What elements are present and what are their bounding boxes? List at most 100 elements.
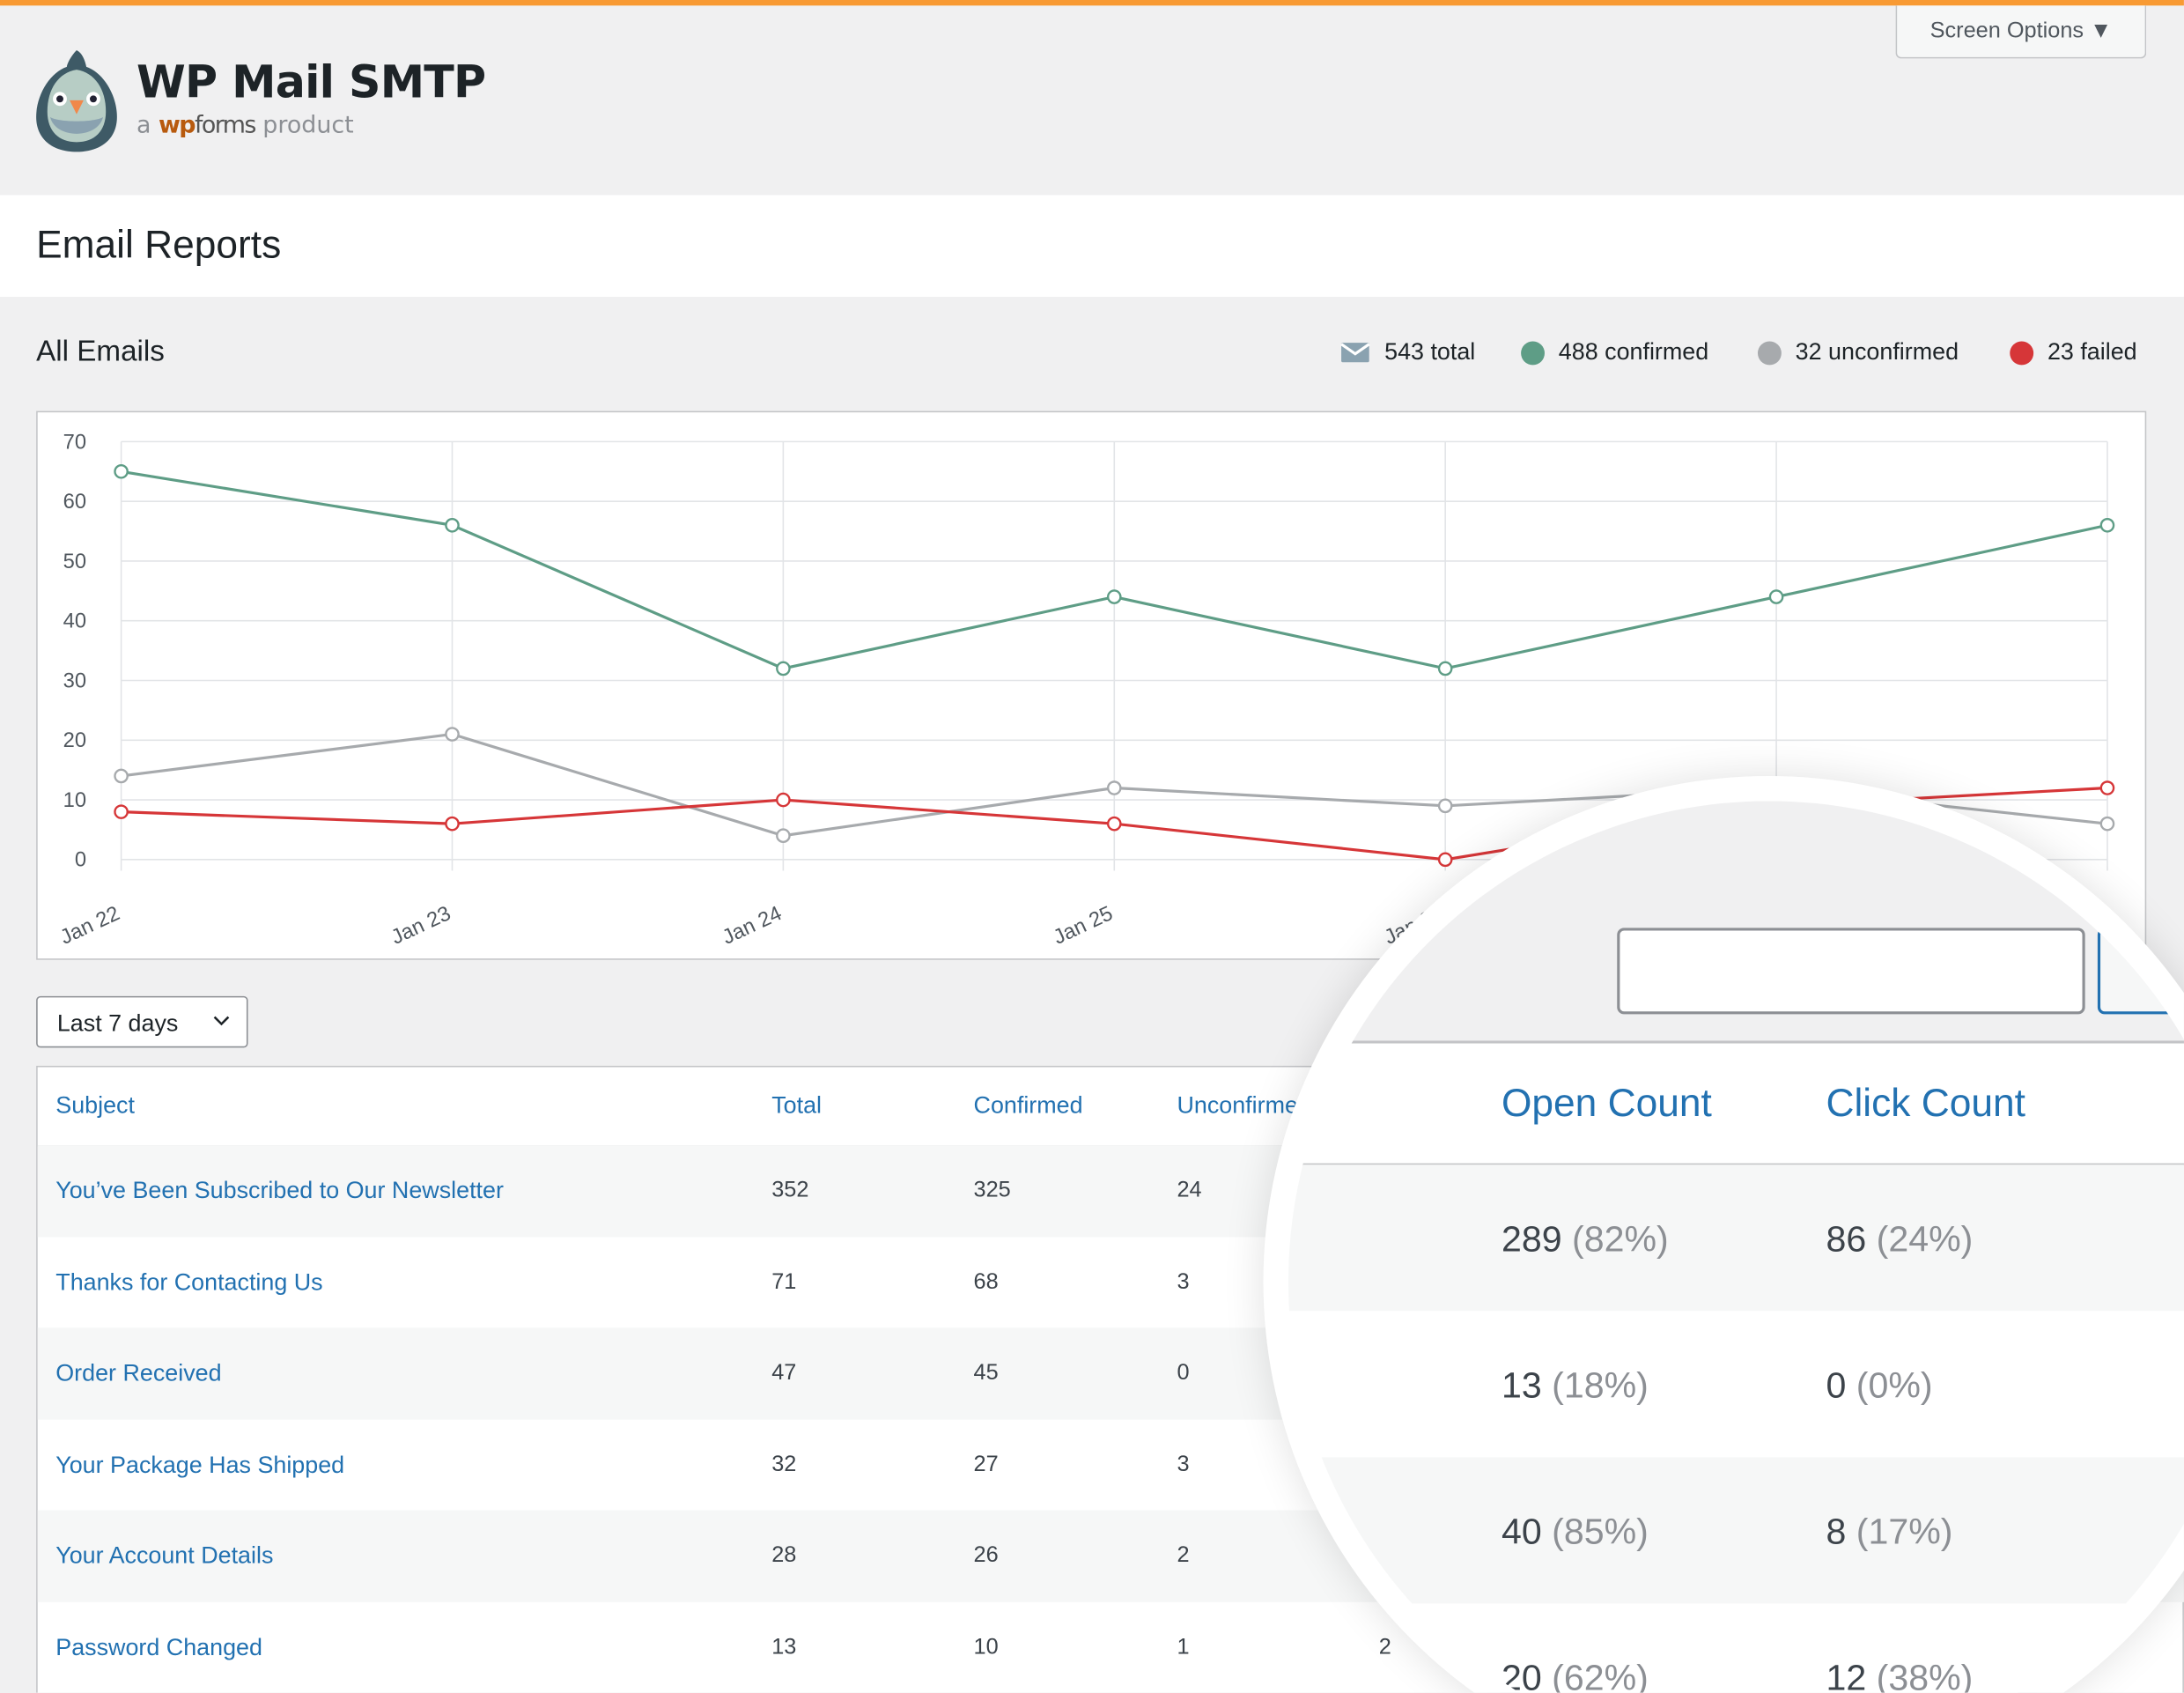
search-button[interactable] bbox=[2097, 928, 2184, 1015]
x-tick-label: Jan 22 bbox=[57, 902, 124, 950]
brand-tagline: a wpforms product bbox=[136, 112, 354, 140]
page-title: Email Reports bbox=[36, 223, 282, 267]
confirmed-count: 488 confirmed bbox=[1558, 338, 1709, 366]
legend-confirmed: 488 confirmed bbox=[1521, 338, 1708, 366]
x-tick-label: Jan 24 bbox=[719, 902, 786, 950]
unconfirmed-cell: 3 bbox=[1177, 1453, 1190, 1477]
open-count-cell: 40 (85%) bbox=[1501, 1510, 1649, 1552]
legend-failed: 23 failed bbox=[2010, 338, 2137, 366]
table-row: Password Changed 13 10 1 2 bbox=[38, 1602, 2184, 1693]
subject-link[interactable]: Your Package Has Shipped bbox=[55, 1451, 345, 1478]
data-point-unconfirmed bbox=[1106, 780, 1122, 795]
legend-total: 543 total bbox=[1339, 338, 1475, 366]
y-tick-label: 50 bbox=[63, 551, 86, 573]
y-tick-label: 0 bbox=[75, 849, 86, 872]
period-select[interactable]: Last 7 days bbox=[36, 995, 248, 1048]
unconfirmed-dot-icon bbox=[1757, 340, 1782, 365]
tagline-prefix: a bbox=[136, 111, 151, 140]
open-count-cell: 20 (62%) bbox=[1501, 1656, 1649, 1693]
data-point-failed bbox=[1106, 816, 1122, 832]
wpforms-logo-wp: wp bbox=[159, 111, 196, 140]
envelope-icon bbox=[1340, 343, 1370, 363]
total-cell: 28 bbox=[771, 1544, 797, 1568]
data-point-unconfirmed bbox=[1768, 780, 1784, 795]
x-tick-label: Jan 23 bbox=[387, 902, 454, 950]
legend-unconfirmed: 32 unconfirmed bbox=[1757, 338, 1959, 366]
confirmed-cell: 10 bbox=[973, 1635, 999, 1660]
section-title: All Emails bbox=[36, 336, 165, 368]
subject-link[interactable]: Order Received bbox=[55, 1359, 222, 1386]
click-count-cell: 8 (17%) bbox=[1826, 1510, 1953, 1552]
subject-link[interactable]: Your Account Details bbox=[55, 1542, 274, 1570]
click-count-cell: 86 (24%) bbox=[1826, 1217, 1974, 1260]
data-point-failed bbox=[445, 816, 460, 832]
data-point-confirmed bbox=[445, 517, 460, 533]
data-point-failed bbox=[776, 792, 791, 808]
open-count-cell: 289 (82%) bbox=[1501, 1217, 1669, 1260]
subject-link[interactable]: You’ve Been Subscribed to Our Newsletter bbox=[55, 1177, 504, 1204]
data-point-confirmed bbox=[776, 661, 791, 676]
magnifier-lens: Open Count Click Count 289 (82%) 86 (24%… bbox=[1288, 801, 2184, 1693]
column-subject[interactable]: Subject bbox=[55, 1091, 135, 1120]
confirmed-cell: 68 bbox=[973, 1269, 999, 1294]
confirmed-cell: 45 bbox=[973, 1361, 999, 1386]
table-row: Your Package Has Shipped 32 27 3 bbox=[38, 1419, 2184, 1511]
data-point-confirmed bbox=[2099, 517, 2115, 533]
lens-table-row: 13 (18%) 0 (0%) bbox=[1288, 1311, 2184, 1458]
x-tick-label: Jan 25 bbox=[1050, 902, 1117, 950]
total-cell: 71 bbox=[771, 1269, 797, 1294]
brand-title: WP Mail SMTP bbox=[136, 55, 486, 109]
data-point-confirmed bbox=[1437, 661, 1453, 676]
total-cell: 47 bbox=[771, 1361, 797, 1386]
unconfirmed-cell: 24 bbox=[1177, 1179, 1202, 1202]
y-tick-label: 20 bbox=[63, 729, 86, 752]
total-count: 543 total bbox=[1384, 338, 1476, 366]
y-tick-label: 40 bbox=[63, 610, 86, 633]
chevron-down-icon bbox=[213, 1016, 230, 1026]
data-point-failed bbox=[114, 804, 129, 819]
data-point-confirmed bbox=[114, 463, 129, 479]
lens-table-row: 289 (82%) 86 (24%) bbox=[1288, 1164, 2184, 1312]
column-total[interactable]: Total bbox=[771, 1091, 823, 1120]
failed-dot-icon bbox=[2010, 340, 2034, 365]
confirmed-cell: 27 bbox=[973, 1453, 999, 1477]
column-click-count[interactable]: Click Count bbox=[1826, 1081, 2025, 1125]
pigeon-logo-icon bbox=[36, 49, 117, 152]
data-point-unconfirmed bbox=[114, 768, 129, 784]
unconfirmed-count: 32 unconfirmed bbox=[1795, 338, 1959, 366]
total-cell: 32 bbox=[771, 1453, 797, 1477]
data-point-unconfirmed bbox=[776, 828, 791, 844]
table-row: Thanks for Contacting Us 71 68 3 bbox=[38, 1237, 2184, 1328]
confirmed-cell: 325 bbox=[973, 1179, 1011, 1202]
unconfirmed-cell: 1 bbox=[1177, 1635, 1190, 1660]
open-count-cell: 13 (18%) bbox=[1501, 1364, 1649, 1406]
search-input[interactable] bbox=[1617, 928, 2085, 1015]
period-select-value: Last 7 days bbox=[56, 1009, 179, 1037]
subject-link[interactable]: Password Changed bbox=[55, 1634, 262, 1661]
data-point-failed bbox=[2099, 780, 2115, 795]
column-open-count[interactable]: Open Count bbox=[1501, 1081, 1712, 1125]
y-tick-label: 30 bbox=[63, 669, 86, 692]
column-confirmed[interactable]: Confirmed bbox=[973, 1091, 1083, 1120]
confirmed-cell: 26 bbox=[973, 1544, 999, 1568]
click-count-cell: 0 (0%) bbox=[1826, 1364, 1933, 1406]
y-tick-label: 10 bbox=[63, 789, 86, 812]
confirmed-dot-icon bbox=[1521, 340, 1545, 365]
page-header bbox=[0, 195, 2184, 297]
tagline-suffix: product bbox=[262, 111, 354, 140]
lens-table-header: Open Count Click Count bbox=[1288, 1043, 2184, 1166]
y-tick-label: 70 bbox=[63, 431, 86, 454]
unconfirmed-cell: 2 bbox=[1177, 1544, 1190, 1568]
lens-table-row: 20 (62%) 12 (38%) bbox=[1288, 1603, 2184, 1693]
total-cell: 352 bbox=[771, 1179, 809, 1202]
unconfirmed-cell: 3 bbox=[1177, 1269, 1190, 1294]
data-point-confirmed bbox=[1768, 589, 1784, 604]
data-point-unconfirmed bbox=[445, 727, 460, 742]
subject-link[interactable]: Thanks for Contacting Us bbox=[55, 1268, 323, 1296]
unconfirmed-cell: 0 bbox=[1177, 1361, 1190, 1386]
total-cell: 13 bbox=[771, 1635, 797, 1660]
click-count-cell: 12 (38%) bbox=[1826, 1656, 1974, 1693]
data-point-confirmed bbox=[1106, 589, 1122, 604]
screen-options-button[interactable]: Screen Options ▼ bbox=[1895, 5, 2147, 59]
